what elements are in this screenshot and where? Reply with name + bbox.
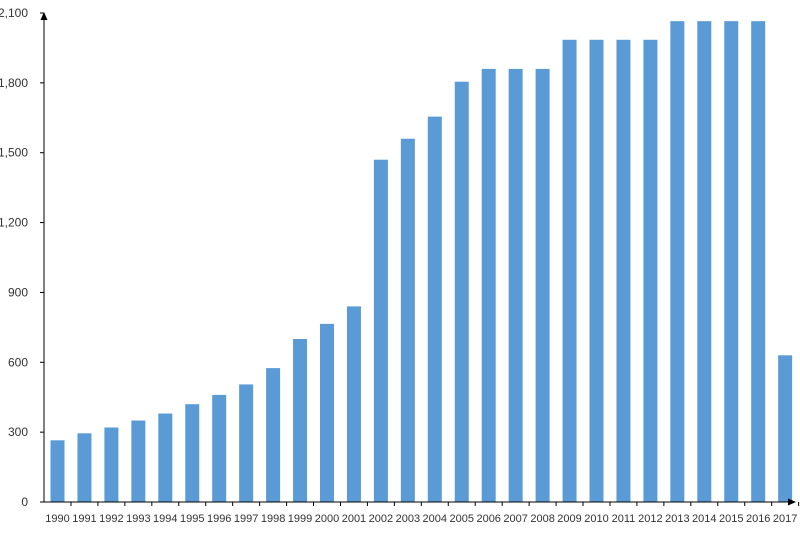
x-tick-label: 2003 xyxy=(396,513,420,525)
bar-2000 xyxy=(320,323,334,502)
bar-1993 xyxy=(131,420,146,502)
x-tick-label: 2007 xyxy=(503,513,527,525)
bar-2008 xyxy=(535,68,550,502)
bar-1997 xyxy=(239,384,254,502)
x-tick-label: 1995 xyxy=(180,513,204,525)
x-tick-label: 1991 xyxy=(72,513,96,525)
x-tick-label: 2004 xyxy=(423,513,447,525)
bar-1995 xyxy=(185,404,200,502)
bar-2006 xyxy=(481,68,496,502)
bar-1999 xyxy=(293,339,308,502)
y-tick-label: 0 xyxy=(21,495,28,509)
bar-2005 xyxy=(454,81,469,502)
x-tick-label: 2017 xyxy=(773,513,797,525)
x-tick-label: 2006 xyxy=(476,513,500,525)
y-tick-label: 300 xyxy=(8,425,28,439)
x-tick-label: 2014 xyxy=(692,513,716,525)
x-axis-ticks: 1990 1991 1992 1993 1994 1995 1996 1997 1998 1999… xyxy=(45,502,800,525)
y-axis-arrow xyxy=(40,12,48,20)
bar-2016 xyxy=(751,21,766,503)
y-tick-label: 900 xyxy=(8,285,28,299)
bar-1996 xyxy=(212,394,227,502)
bar-2012 xyxy=(643,39,658,502)
y-tick-label: 1,800 xyxy=(0,76,28,90)
x-tick-label: 1997 xyxy=(234,513,258,525)
bar-2009 xyxy=(562,39,577,502)
bar-1991 xyxy=(77,433,92,502)
y-tick-label: 600 xyxy=(8,355,28,369)
y-tick-label: 2,100 xyxy=(0,6,28,20)
x-tick-label: 2016 xyxy=(746,513,770,525)
x-tick-label: 1999 xyxy=(288,513,312,525)
x-tick-label: 1996 xyxy=(207,513,231,525)
x-tick-label: 2011 xyxy=(612,513,636,525)
x-tick-label: 2010 xyxy=(584,513,608,525)
x-tick-label: 1990 xyxy=(45,513,69,525)
bar-1992 xyxy=(104,427,119,502)
y-tick-label: 1,500 xyxy=(0,146,28,160)
x-tick-label: 1998 xyxy=(261,513,285,525)
x-tick-label: 2001 xyxy=(342,513,366,525)
bar-2015 xyxy=(724,21,739,503)
y-axis-ticks: 0 300 600 900 1,200 1,500 1,800 2,100 xyxy=(0,6,44,509)
y-tick-label: 1,200 xyxy=(0,216,28,230)
bar-2013 xyxy=(670,21,685,503)
x-tick-label: 2013 xyxy=(665,513,689,525)
x-tick-label: 2000 xyxy=(315,513,339,525)
x-tick-label: 2015 xyxy=(719,513,743,525)
bar-2001 xyxy=(346,306,361,502)
bars-group xyxy=(50,21,793,503)
x-tick-label: 2002 xyxy=(369,513,393,525)
x-tick-label: 1993 xyxy=(126,513,150,525)
x-tick-label: 2005 xyxy=(450,513,474,525)
x-tick-label: 2012 xyxy=(638,513,662,525)
x-tick-label: 2008 xyxy=(530,513,554,525)
bar-2014 xyxy=(697,21,712,503)
bar-1998 xyxy=(266,368,281,502)
bar-1994 xyxy=(158,413,173,502)
x-tick-label: 2009 xyxy=(557,513,581,525)
bar-2002 xyxy=(373,159,388,502)
bar-2004 xyxy=(427,116,442,503)
bar-2003 xyxy=(400,138,415,503)
x-tick-label: 1992 xyxy=(99,513,123,525)
x-axis-arrow xyxy=(788,498,796,506)
bar-2011 xyxy=(616,39,631,502)
bar-2010 xyxy=(589,39,604,502)
bar-2017 xyxy=(778,355,793,502)
bar-1990 xyxy=(50,440,65,502)
x-tick-label: 1994 xyxy=(153,513,177,525)
bar-2007 xyxy=(508,68,523,502)
